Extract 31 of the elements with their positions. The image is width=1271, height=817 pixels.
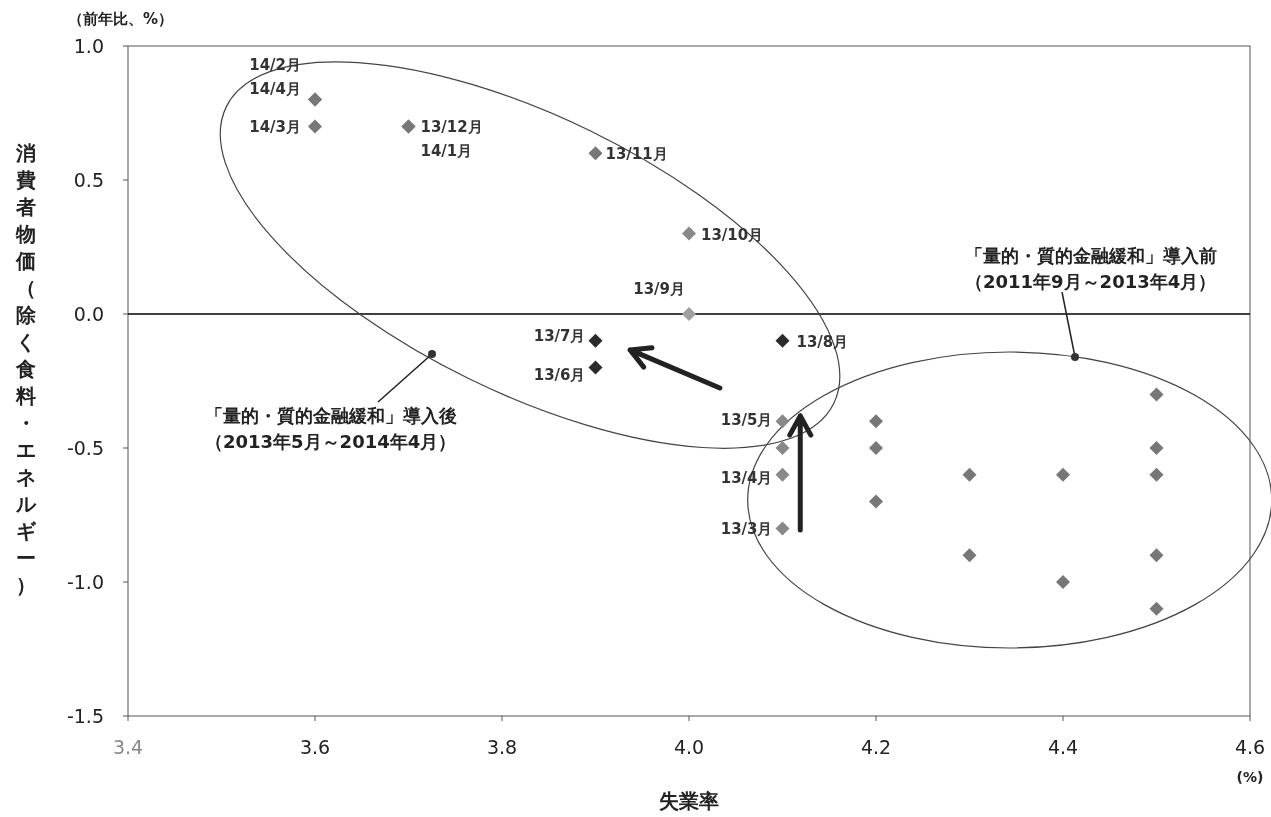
x-tick-label: 3.8	[486, 736, 518, 758]
y-tick-label: 1.0	[73, 35, 104, 57]
y-tick-label: 0.0	[73, 303, 104, 325]
x-tick-label: 4.6	[1234, 736, 1266, 758]
data-label: 13/9月	[633, 280, 685, 298]
y-tick-label: 0.5	[73, 169, 104, 191]
annotation: （2013年5月～2014年4月）	[205, 431, 457, 452]
data-label: 13/8月	[796, 332, 849, 351]
x-axis-title: 失業率	[659, 789, 719, 813]
text: 消費者物価（除く食料・エネルギー）	[16, 141, 36, 597]
annotation: 「量的・質的金融緩和」導入後	[205, 405, 457, 426]
y-tick-label: -1.0	[66, 571, 104, 593]
data-label: 14/3月	[249, 118, 301, 137]
data-label: 13/10月	[701, 225, 764, 244]
annotation: 「量的・質的金融緩和」導入前	[965, 245, 1217, 266]
text: (%)	[1236, 769, 1264, 785]
text: （前年比、%）	[68, 10, 174, 28]
x-tick-label: 4.0	[673, 736, 705, 758]
x-tick-label: 4.4	[1047, 736, 1079, 758]
x-tick-label: 4.2	[860, 736, 892, 758]
x-tick-label: 3.4	[112, 736, 144, 758]
data-label: 13/6月	[533, 365, 586, 384]
data-label: 13/7月	[533, 326, 586, 345]
data-label: 13/12月	[420, 118, 483, 137]
data-label: 13/5月	[720, 411, 773, 430]
data-label: 14/1月	[420, 142, 473, 161]
y-tick-label: -0.5	[66, 437, 104, 459]
x-tick-label: 3.6	[299, 736, 331, 758]
data-label: 14/4月	[249, 79, 301, 98]
y-tick-label: -1.5	[66, 705, 104, 727]
annotation: （2011年9月～2013年4月）	[965, 271, 1217, 292]
